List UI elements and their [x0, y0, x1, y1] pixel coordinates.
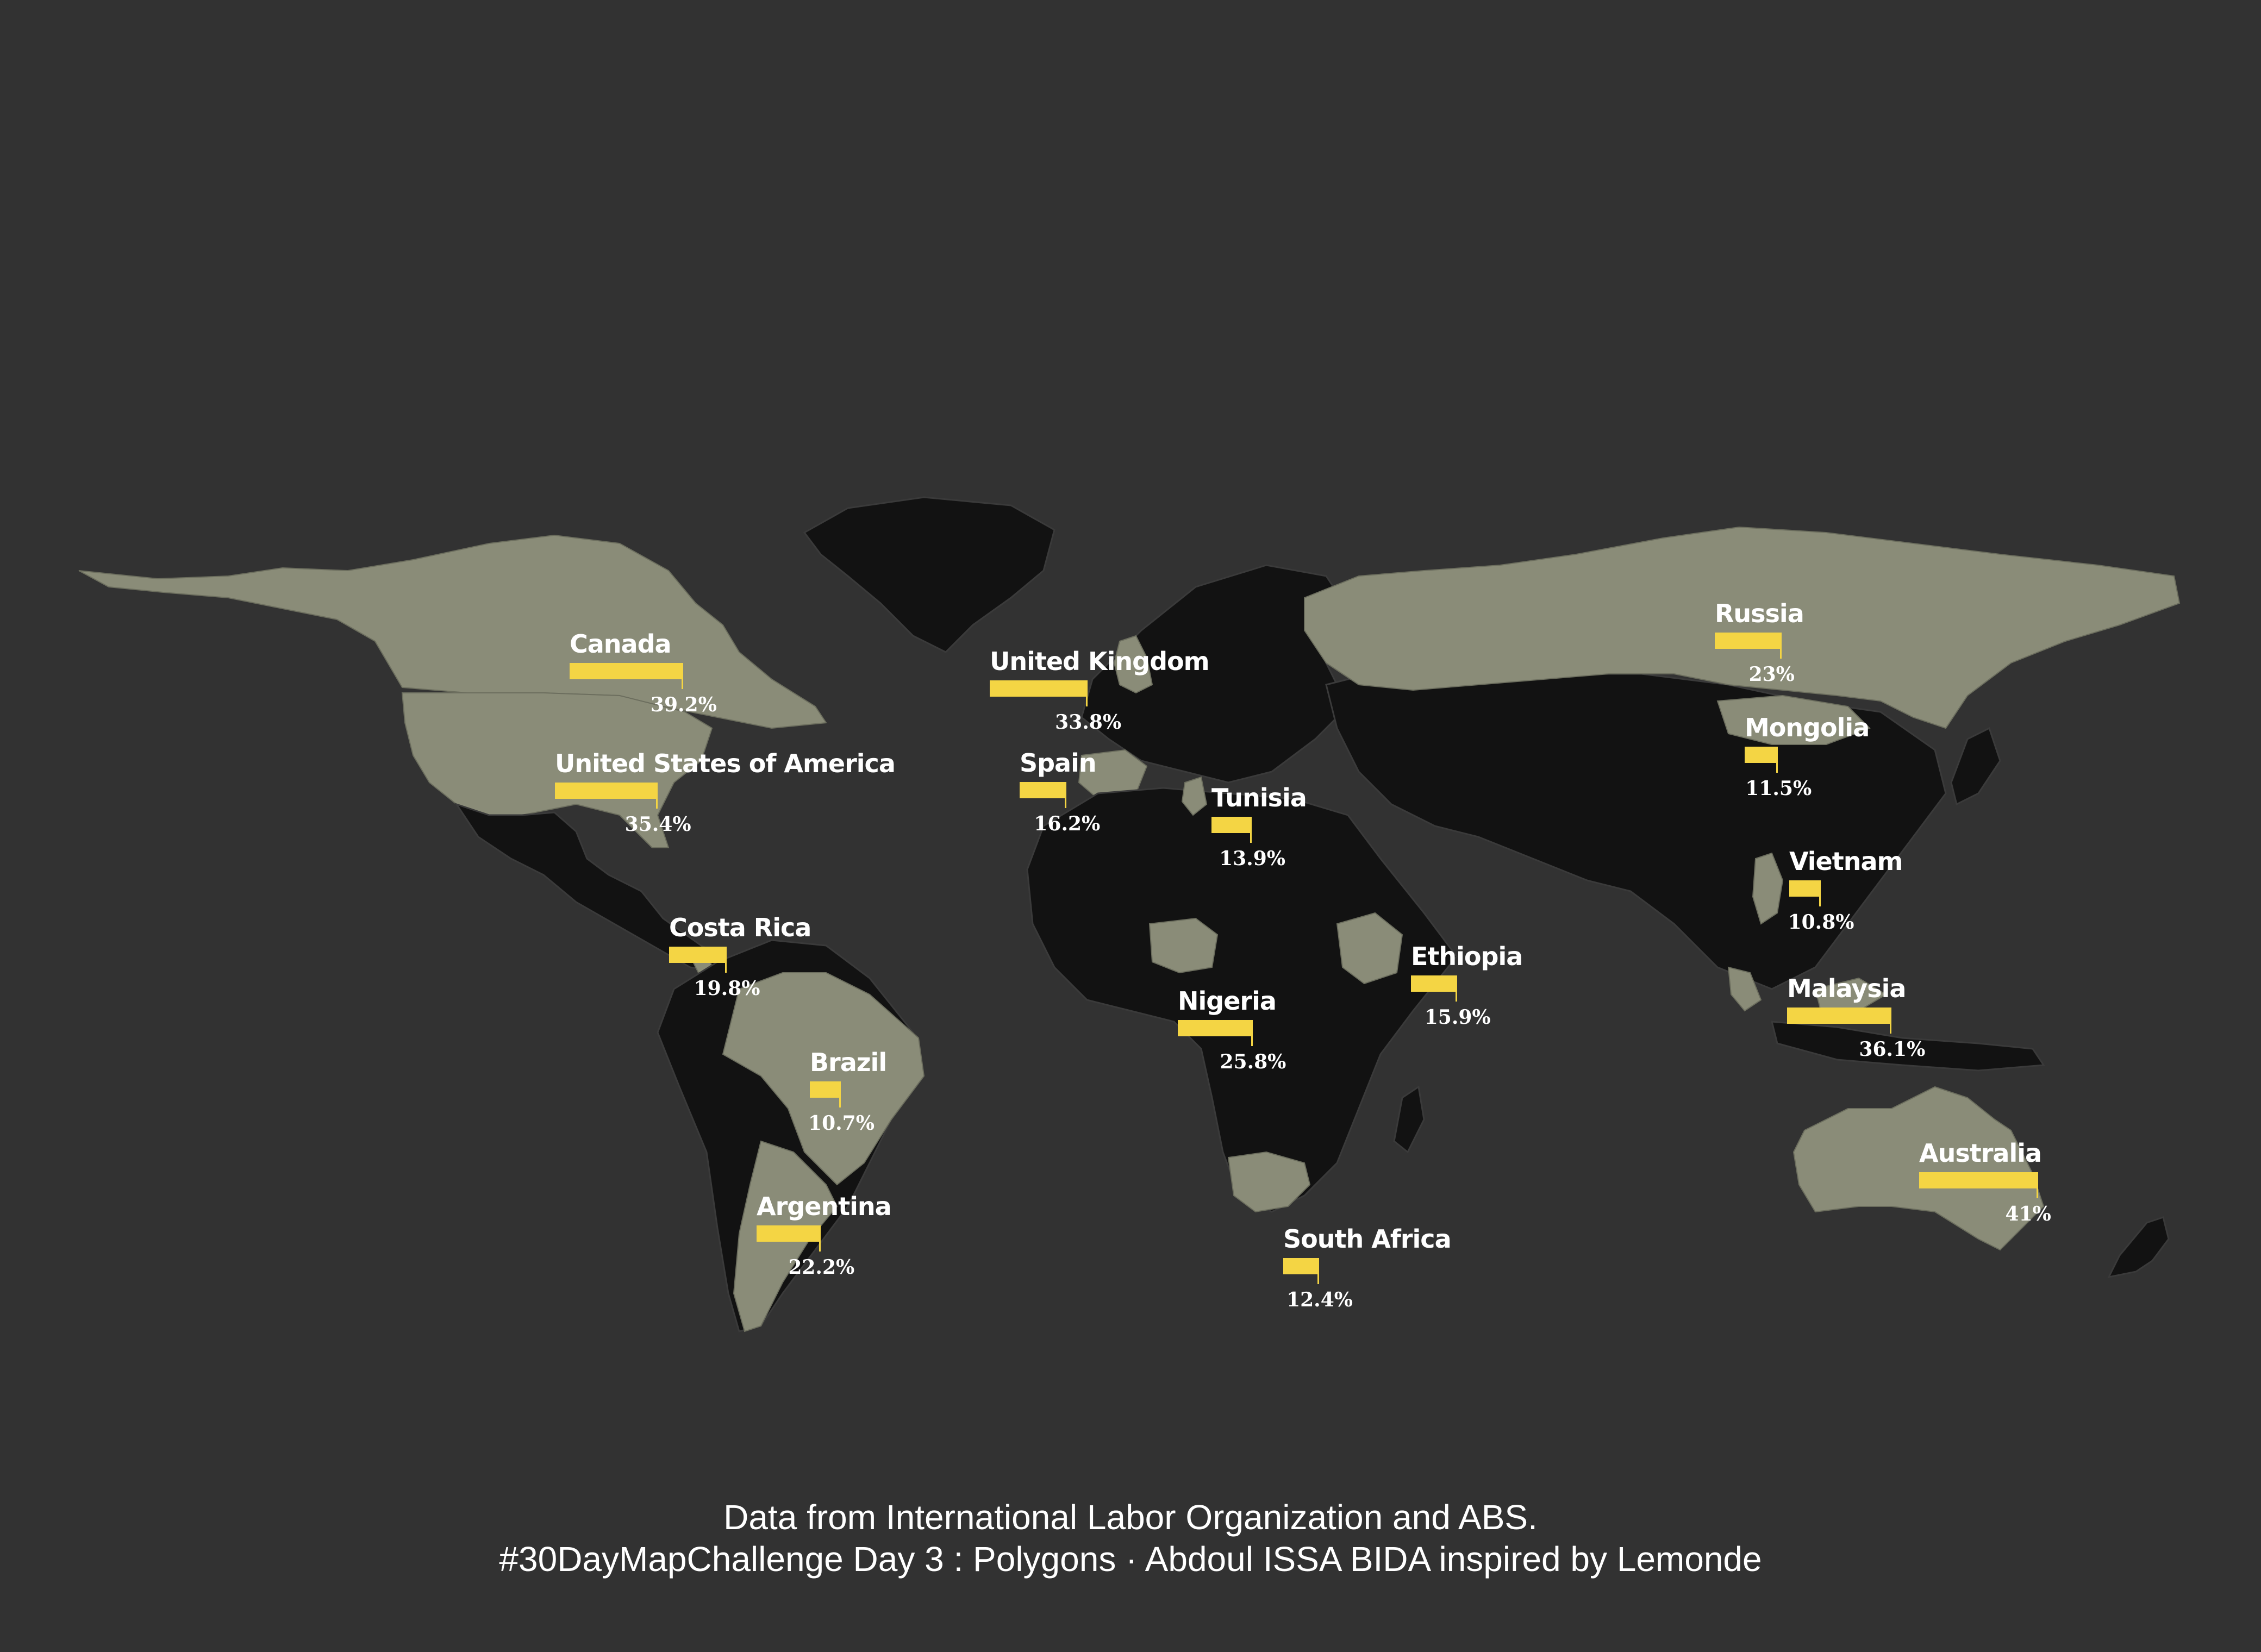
value-label-malaysia: 36.1%	[1859, 1038, 1926, 1061]
value-bar-brazil	[810, 1081, 841, 1098]
value-bar-tick-vietnam	[1819, 897, 1821, 906]
value-label-united-states-of-america: 35.4%	[624, 813, 691, 836]
madagascar-shape	[1393, 1085, 1425, 1154]
tunisia-shape	[1181, 776, 1208, 816]
value-label-spain: 16.2%	[1034, 812, 1101, 835]
country-label-mongolia: Mongolia	[1745, 713, 1870, 742]
value-bar-tick-south-africa	[1317, 1274, 1320, 1284]
united-kingdom-shape	[1113, 635, 1153, 694]
value-label-costa-rica: 19.8%	[694, 977, 760, 1000]
greenland-shape	[803, 496, 1055, 653]
europe-shape	[1080, 564, 1349, 784]
value-bar-tick-russia	[1779, 649, 1782, 659]
value-bar-tick-malaysia	[1890, 1024, 1892, 1034]
value-bar-tick-costa-rica	[724, 963, 727, 973]
country-label-costa-rica: Costa Rica	[669, 913, 811, 942]
country-label-ethiopia: Ethiopia	[1411, 942, 1523, 971]
indonesia-shape	[1771, 1021, 2045, 1072]
value-bar-canada	[570, 663, 683, 679]
value-bar-spain	[1020, 782, 1067, 798]
value-label-tunisia: 13.9%	[1219, 847, 1285, 870]
country-label-nigeria: Nigeria	[1178, 986, 1277, 1016]
value-label-brazil: 10.7%	[808, 1112, 875, 1135]
value-bar-vietnam	[1789, 880, 1821, 897]
asia-shape	[1325, 667, 1947, 990]
value-bar-south-africa	[1283, 1258, 1320, 1274]
value-bar-tick-tunisia	[1250, 833, 1252, 843]
value-label-ethiopia: 15.9%	[1424, 1006, 1491, 1029]
country-label-united-states-of-america: United States of America	[555, 749, 896, 778]
value-label-australia: 41%	[2005, 1203, 2051, 1225]
value-bar-tick-ethiopia	[1455, 992, 1457, 1002]
footer-line-1: Data from International Labor Organizati…	[723, 1498, 1538, 1537]
value-bar-argentina	[757, 1225, 821, 1242]
value-bar-mongolia	[1745, 747, 1778, 763]
value-bar-tick-argentina	[819, 1242, 821, 1251]
country-label-argentina: Argentina	[757, 1192, 892, 1221]
country-label-australia: Australia	[1919, 1138, 2042, 1168]
value-bar-tick-brazil	[839, 1098, 841, 1107]
value-label-mongolia: 11.5%	[1745, 777, 1812, 800]
value-bar-tick-canada	[681, 679, 683, 689]
country-label-united-kingdom: United Kingdom	[990, 647, 1210, 676]
value-label-south-africa: 12.4%	[1286, 1288, 1353, 1311]
value-bar-russia	[1715, 633, 1782, 649]
value-label-nigeria: 25.8%	[1220, 1050, 1286, 1073]
value-label-united-kingdom: 33.8%	[1055, 711, 1122, 734]
country-label-tunisia: Tunisia	[1211, 783, 1307, 812]
footer-line-2: #30DayMapChallenge Day 3 : Polygons · Ab…	[499, 1540, 1762, 1579]
value-bar-tick-united-kingdom	[1086, 697, 1088, 706]
value-bar-tick-united-states-of-america	[655, 799, 658, 809]
value-bar-nigeria	[1178, 1020, 1253, 1036]
vietnam-shape	[1752, 852, 1784, 925]
country-label-spain: Spain	[1020, 748, 1097, 778]
value-bar-tick-spain	[1065, 798, 1067, 808]
africa-shape	[1026, 787, 1458, 1213]
new-zealand-shape	[2107, 1216, 2170, 1279]
country-label-brazil: Brazil	[810, 1048, 887, 1077]
japan-shape	[1950, 727, 2001, 806]
russia-shape	[1304, 526, 2181, 729]
value-label-vietnam: 10.8%	[1788, 911, 1854, 934]
value-label-russia: 23%	[1748, 663, 1795, 686]
australia-shape	[1792, 1086, 2045, 1251]
country-label-canada: Canada	[570, 629, 672, 659]
brazil-shape	[722, 972, 925, 1186]
country-label-russia: Russia	[1715, 599, 1804, 628]
value-bar-united-kingdom	[990, 680, 1088, 697]
usa-shape	[401, 692, 713, 848]
country-label-south-africa: South Africa	[1283, 1224, 1452, 1254]
malaysia-shape	[1727, 966, 1887, 1012]
value-label-argentina: 22.2%	[788, 1256, 855, 1279]
mongolia-shape	[1716, 694, 1871, 745]
value-bar-united-states-of-america	[555, 783, 658, 799]
canada-shape	[78, 534, 827, 729]
nigeria-shape	[1148, 917, 1219, 974]
value-bar-tick-mongolia	[1776, 763, 1778, 773]
country-label-malaysia: Malaysia	[1787, 974, 1906, 1003]
value-bar-tunisia	[1211, 817, 1252, 833]
value-bar-ethiopia	[1411, 975, 1457, 992]
value-label-canada: 39.2%	[650, 693, 717, 716]
south-africa-shape	[1227, 1151, 1311, 1213]
value-bar-malaysia	[1787, 1008, 1892, 1024]
value-bar-australia	[1919, 1172, 2038, 1188]
value-bar-tick-nigeria	[1251, 1036, 1253, 1046]
country-label-vietnam: Vietnam	[1789, 847, 1903, 876]
value-bar-costa-rica	[669, 947, 727, 963]
value-bar-tick-australia	[2036, 1188, 2038, 1198]
ethiopia-shape	[1336, 912, 1403, 985]
